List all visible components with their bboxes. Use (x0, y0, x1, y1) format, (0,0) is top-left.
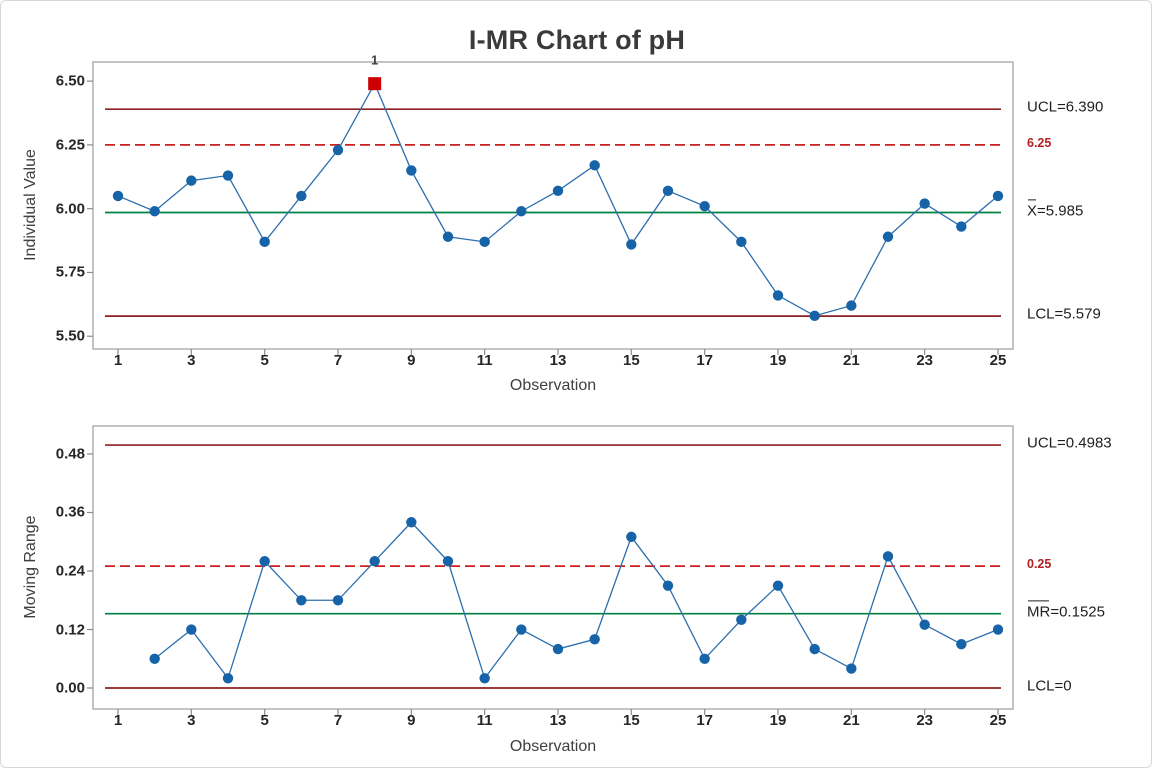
plot-border-moving-range (92, 425, 1014, 710)
data-point (259, 556, 270, 567)
data-point (589, 160, 600, 171)
data-point (919, 619, 930, 630)
ooc-point (368, 77, 382, 91)
data-point (516, 624, 527, 635)
data-point (369, 556, 380, 567)
data-point (919, 198, 930, 209)
data-point (809, 310, 820, 322)
data-point (699, 200, 710, 212)
chart-title: I-MR Chart of pH (468, 25, 686, 55)
data-point (186, 175, 197, 186)
data-point (992, 190, 1004, 202)
data-point (846, 663, 857, 674)
data-point (809, 643, 820, 655)
data-point (516, 206, 527, 217)
data-point (149, 206, 160, 217)
data-point (332, 144, 344, 156)
data-point (479, 236, 490, 248)
data-point (222, 673, 234, 684)
data-point (296, 190, 307, 202)
data-point (332, 595, 344, 606)
data-point (479, 673, 490, 684)
data-point (186, 624, 197, 635)
data-point (149, 653, 160, 664)
data-point (956, 221, 967, 232)
data-point (772, 580, 784, 591)
series-line-individuals (117, 82, 999, 317)
data-point (406, 165, 417, 176)
data-point (442, 231, 454, 242)
data-point (222, 170, 234, 181)
data-point (882, 231, 894, 242)
data-point (846, 300, 857, 311)
data-point (736, 614, 747, 625)
data-point (406, 517, 417, 528)
data-point (956, 638, 967, 650)
data-point (882, 551, 894, 562)
data-point (662, 580, 674, 591)
data-point (992, 624, 1004, 635)
data-point (552, 185, 564, 197)
data-point (589, 634, 600, 645)
data-point (736, 236, 747, 248)
data-point (296, 595, 307, 606)
data-point (772, 290, 784, 301)
series-line-moving-range (154, 521, 999, 680)
data-point (626, 531, 637, 543)
data-point (442, 556, 454, 567)
data-point (259, 236, 270, 248)
data-point (112, 190, 124, 202)
data-point (626, 239, 637, 250)
plot-border-individuals (92, 61, 1014, 350)
data-point (699, 653, 710, 664)
data-point (662, 185, 674, 197)
data-point (552, 643, 564, 655)
